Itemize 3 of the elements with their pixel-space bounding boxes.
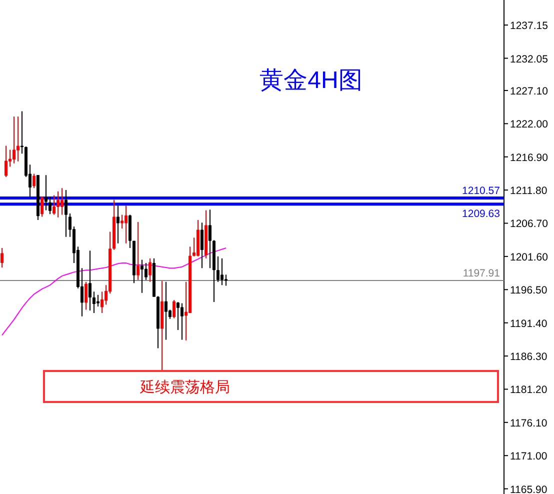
annotation: 延续震荡格局	[43, 370, 499, 403]
title: 黄金4H图	[260, 67, 362, 94]
annotation: 延续震荡格局	[139, 379, 230, 396]
